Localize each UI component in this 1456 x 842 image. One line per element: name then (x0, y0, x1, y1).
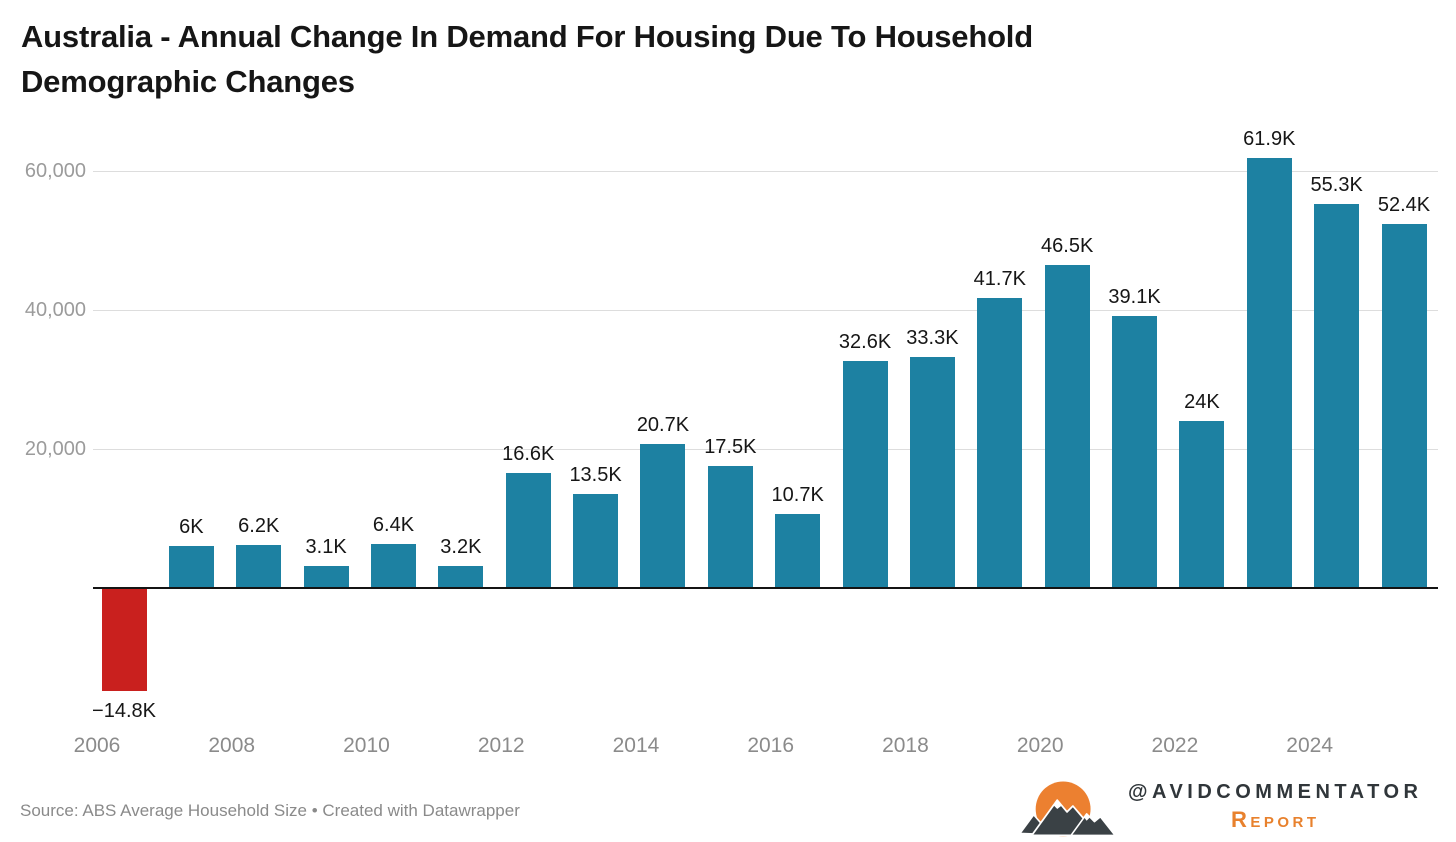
bar-value-label-2009: 3.1K (305, 536, 347, 559)
bar-value-label-2011: 3.2K (440, 535, 482, 558)
bar-2016 (775, 513, 821, 588)
bar-2020 (1044, 264, 1090, 588)
bar-value-label-2022: 24K (1184, 391, 1220, 414)
chart-title-line2: Demographic Changes (21, 64, 355, 99)
bar-2010 (370, 543, 416, 588)
chart-title-line1: Australia - Annual Change In Demand For … (21, 19, 1033, 54)
bar-2018 (909, 356, 955, 588)
x-axis-label-2020: 2020 (1016, 734, 1064, 757)
bar-2008 (236, 544, 282, 588)
bar-value-label-2013: 13.5K (569, 464, 622, 487)
bar-2025 (1381, 223, 1427, 588)
bar-value-label-2007: 6K (179, 516, 204, 539)
x-axis-line (93, 587, 1438, 589)
gridline-60000 (93, 171, 1438, 172)
bar-2012 (505, 472, 551, 588)
bar-2015 (707, 466, 753, 588)
x-axis-label-2006: 2006 (73, 734, 121, 757)
gridline-20000 (93, 449, 1438, 450)
bar-value-label-2006: −14.8K (92, 699, 156, 722)
bar-value-label-2015: 17.5K (704, 436, 757, 459)
gridline-40000 (93, 310, 1438, 311)
x-axis-label-2008: 2008 (208, 734, 256, 757)
brand-logo: @AVIDCOMMENTATOR Report (1020, 774, 1422, 840)
x-axis-label-2022: 2022 (1151, 734, 1199, 757)
x-axis-label-2024: 2024 (1286, 734, 1334, 757)
bar-2014 (640, 444, 686, 588)
y-axis-tick-label: 20,000 (24, 438, 86, 460)
bar-2011 (438, 565, 484, 588)
bar-2023 (1246, 157, 1292, 588)
bar-value-label-2014: 20.7K (636, 414, 690, 437)
bar-2017 (842, 361, 888, 588)
bar-value-label-2021: 39.1K (1108, 286, 1161, 309)
bar-value-label-2010: 6.4K (372, 513, 415, 536)
mountain-sun-logo-icon (1020, 781, 1116, 837)
brand-report-label: Report (1230, 807, 1320, 832)
y-axis-tick-label: 40,000 (24, 299, 86, 321)
y-axis-tick-label: 60,000 (24, 160, 86, 182)
x-axis-label-2016: 2016 (747, 734, 795, 757)
chart-title: Australia - Annual Change In Demand For … (21, 14, 1033, 104)
bar-value-label-2017: 32.6K (838, 331, 892, 354)
bar-value-label-2018: 33.3K (906, 326, 959, 349)
bar-value-label-2024: 55.3K (1310, 173, 1363, 196)
bar-value-label-2019: 41.7K (973, 268, 1026, 291)
bar-2009 (303, 566, 349, 588)
bar-2022 (1179, 421, 1225, 588)
bar-value-label-2008: 6.2K (238, 514, 280, 537)
source-note: Source: ABS Average Household Size • Cre… (20, 801, 520, 820)
brand-handle: @AVIDCOMMENTATOR (1128, 781, 1423, 803)
bar-2021 (1112, 316, 1158, 588)
bar-2024 (1314, 203, 1360, 588)
bar-2013 (573, 494, 619, 588)
bar-value-label-2023: 61.9K (1243, 127, 1296, 150)
bar-2019 (977, 298, 1023, 588)
bar-value-label-2020: 46.5K (1041, 234, 1094, 257)
bar-value-label-2025: 52.4K (1377, 193, 1431, 216)
x-axis-label-2010: 2010 (343, 734, 390, 757)
x-axis-label-2014: 2014 (612, 734, 660, 757)
x-axis-label-2012: 2012 (477, 734, 525, 757)
bar-value-label-2012: 16.6K (502, 442, 555, 465)
bar-2007 (168, 546, 214, 588)
x-axis-label-2018: 2018 (882, 734, 929, 757)
bar-value-label-2016: 10.7K (771, 483, 824, 506)
bar-2006 (101, 588, 147, 691)
